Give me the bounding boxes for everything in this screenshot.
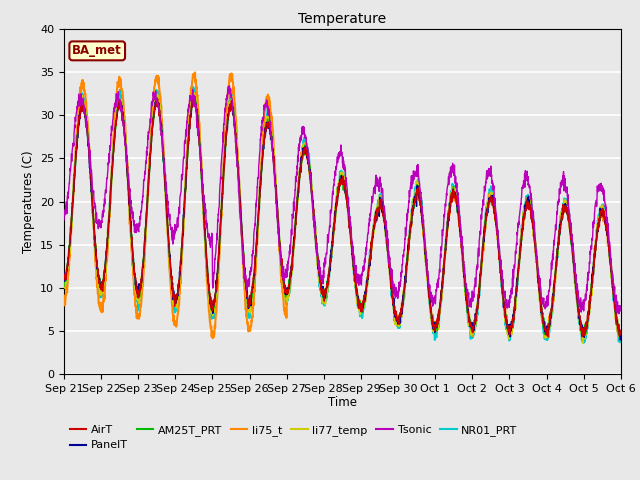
li77_temp: [371, 219, 379, 225]
li77_temp: [584, 320, 591, 325]
PanelT: [359, 303, 367, 309]
NR01_PRT: [568, 240, 575, 246]
Line: li75_t: li75_t: [64, 72, 621, 338]
li75_t: [617, 333, 625, 339]
PanelT: [216, 240, 223, 246]
AM25T_PRT: [584, 319, 591, 325]
li75_t: [216, 246, 223, 252]
PanelT: [584, 320, 591, 325]
Tsonic: [371, 186, 379, 192]
AirT: [545, 334, 552, 340]
AM25T_PRT: [617, 331, 625, 337]
li75_t: [209, 335, 216, 341]
li77_temp: [190, 90, 198, 96]
AirT: [216, 234, 223, 240]
NR01_PRT: [584, 324, 591, 330]
li75_t: [359, 305, 367, 311]
Tsonic: [359, 268, 367, 274]
Tsonic: [615, 311, 623, 317]
AirT: [504, 324, 512, 330]
AirT: [60, 277, 68, 283]
NR01_PRT: [60, 287, 68, 293]
li75_t: [584, 317, 591, 323]
Line: PanelT: PanelT: [64, 96, 621, 340]
li77_temp: [359, 308, 367, 313]
NR01_PRT: [189, 84, 197, 90]
AirT: [568, 240, 576, 245]
li75_t: [568, 245, 576, 251]
NR01_PRT: [580, 340, 588, 346]
li75_t: [505, 327, 513, 333]
Tsonic: [60, 217, 68, 223]
li77_temp: [60, 285, 68, 290]
Line: Tsonic: Tsonic: [64, 86, 621, 314]
Line: AM25T_PRT: AM25T_PRT: [64, 97, 621, 336]
AirT: [359, 299, 367, 305]
li77_temp: [216, 240, 223, 246]
Tsonic: [584, 288, 591, 293]
PanelT: [504, 322, 512, 328]
AM25T_PRT: [616, 333, 624, 338]
AM25T_PRT: [359, 302, 367, 308]
Tsonic: [216, 203, 223, 209]
NR01_PRT: [359, 312, 367, 317]
PanelT: [617, 328, 625, 334]
AirT: [371, 219, 379, 225]
AirT: [617, 332, 625, 337]
Text: BA_met: BA_met: [72, 44, 122, 57]
PanelT: [60, 277, 68, 283]
Tsonic: [568, 231, 575, 237]
li75_t: [191, 70, 199, 75]
AirT: [189, 93, 197, 99]
Line: li77_temp: li77_temp: [64, 93, 621, 343]
X-axis label: Time: Time: [328, 396, 357, 408]
PanelT: [371, 218, 379, 224]
Title: Temperature: Temperature: [298, 12, 387, 26]
li75_t: [60, 302, 68, 308]
li77_temp: [568, 237, 575, 242]
Y-axis label: Temperatures (C): Temperatures (C): [22, 150, 35, 253]
AM25T_PRT: [153, 95, 161, 100]
AM25T_PRT: [60, 283, 68, 289]
li77_temp: [504, 330, 512, 336]
AM25T_PRT: [504, 329, 512, 335]
AirT: [584, 312, 591, 318]
AM25T_PRT: [371, 216, 379, 222]
PanelT: [189, 94, 197, 99]
Legend: AirT, PanelT, AM25T_PRT, li75_t, li77_temp, Tsonic, NR01_PRT: AirT, PanelT, AM25T_PRT, li75_t, li77_te…: [70, 425, 518, 450]
Tsonic: [225, 83, 233, 89]
Tsonic: [504, 303, 512, 309]
li75_t: [371, 215, 379, 220]
PanelT: [568, 240, 575, 246]
li77_temp: [579, 340, 587, 346]
NR01_PRT: [504, 333, 512, 338]
NR01_PRT: [216, 242, 223, 248]
Tsonic: [617, 306, 625, 312]
AM25T_PRT: [216, 240, 223, 246]
NR01_PRT: [371, 220, 379, 226]
AM25T_PRT: [568, 244, 575, 250]
NR01_PRT: [617, 335, 625, 341]
Line: NR01_PRT: NR01_PRT: [64, 87, 621, 343]
li77_temp: [617, 332, 625, 337]
PanelT: [616, 337, 624, 343]
Line: AirT: AirT: [64, 96, 621, 337]
